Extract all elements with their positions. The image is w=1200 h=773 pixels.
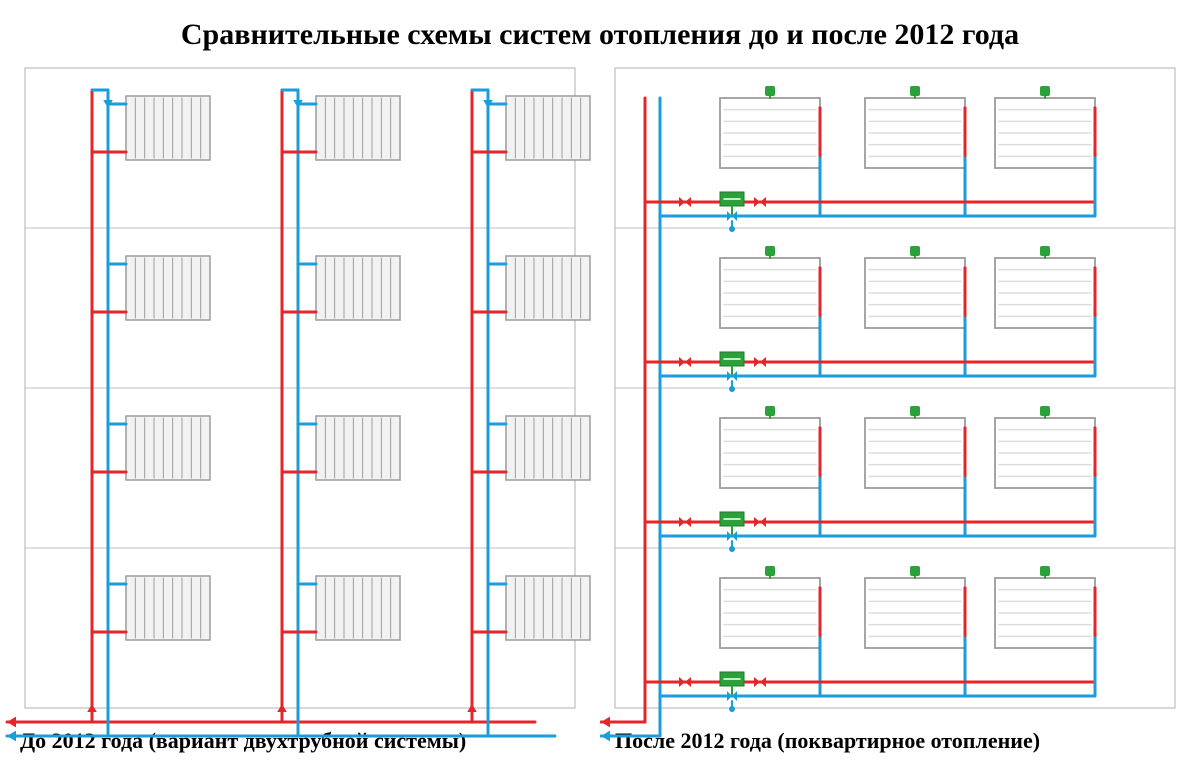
radiator-new: [995, 406, 1095, 488]
diagram-left-old-system: [5, 58, 615, 758]
radiator-old: [506, 256, 590, 320]
radiator-new: [995, 246, 1095, 328]
radiator-old: [316, 416, 400, 480]
radiator-new: [865, 86, 965, 168]
radiator-new: [995, 566, 1095, 648]
radiator-old: [506, 576, 590, 640]
radiator-new: [720, 246, 820, 328]
radiator-old: [126, 96, 210, 160]
heat-meter-icon: [720, 352, 744, 376]
radiator-old: [126, 256, 210, 320]
radiator-new: [720, 566, 820, 648]
radiator-new: [720, 406, 820, 488]
radiator-old: [316, 256, 400, 320]
radiator-old: [126, 416, 210, 480]
heat-meter-icon: [720, 192, 744, 216]
heat-meter-icon: [720, 512, 744, 536]
radiator-old: [506, 96, 590, 160]
radiator-old: [316, 96, 400, 160]
radiator-new: [865, 246, 965, 328]
diagram-right-new-system: [600, 58, 1200, 758]
radiator-new: [865, 406, 965, 488]
page-title: Сравнительные схемы систем отопления до …: [0, 18, 1200, 52]
radiator-new: [865, 566, 965, 648]
radiator-new: [720, 86, 820, 168]
heat-meter-icon: [720, 672, 744, 696]
radiator-old: [316, 576, 400, 640]
radiator-old: [506, 416, 590, 480]
radiator-old: [126, 576, 210, 640]
radiator-new: [995, 86, 1095, 168]
